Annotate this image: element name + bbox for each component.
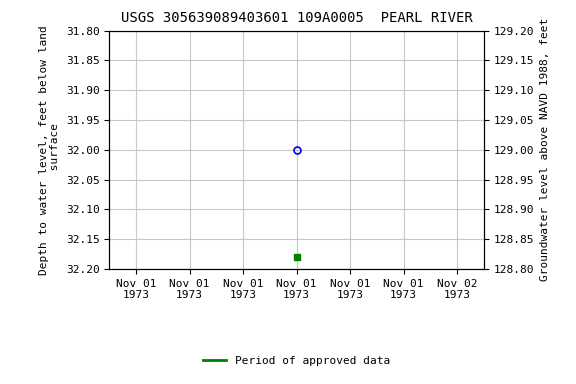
Title: USGS 305639089403601 109A0005  PEARL RIVER: USGS 305639089403601 109A0005 PEARL RIVE…: [121, 12, 472, 25]
Y-axis label: Groundwater level above NAVD 1988, feet: Groundwater level above NAVD 1988, feet: [540, 18, 550, 281]
Legend: Period of approved data: Period of approved data: [199, 351, 394, 371]
Y-axis label: Depth to water level, feet below land
 surface: Depth to water level, feet below land su…: [39, 25, 60, 275]
